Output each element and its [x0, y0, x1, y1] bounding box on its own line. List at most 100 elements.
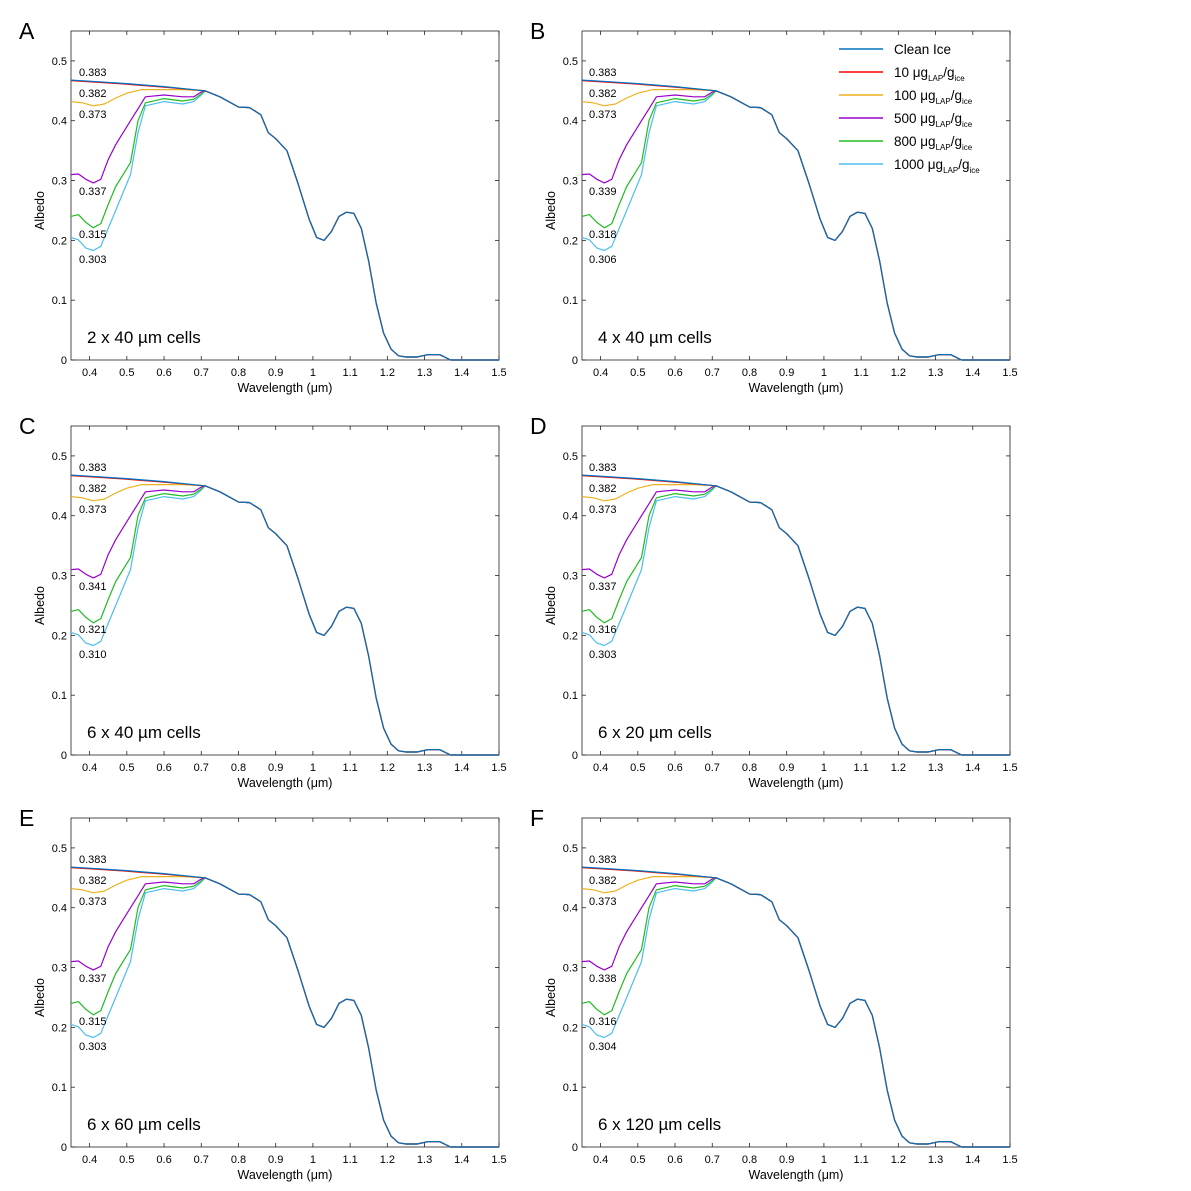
x-tick-label: 0.4 — [82, 367, 97, 379]
y-tick-label: 0.5 — [563, 451, 578, 463]
plot-area — [70, 425, 500, 756]
x-tick-label: 0.4 — [593, 1154, 608, 1166]
x-tick-label: 1.1 — [853, 1154, 868, 1166]
x-axis-label: Wavelength (μm) — [749, 1168, 844, 1182]
value-label: 0.318 — [589, 229, 617, 241]
x-tick-label: 0.9 — [779, 367, 794, 379]
x-tick-label: 0.6 — [667, 1154, 682, 1166]
panel-caption: 2 x 40 µm cells — [87, 328, 201, 347]
x-tick-label: 0.6 — [667, 367, 682, 379]
value-label: 0.303 — [589, 649, 617, 661]
x-axis-label: Wavelength (μm) — [238, 381, 333, 395]
value-label: 0.373 — [79, 504, 107, 516]
panel-letter: B — [530, 18, 545, 44]
value-label: 0.382 — [79, 875, 107, 887]
y-tick-label: 0.2 — [52, 630, 67, 642]
panel-a: A 0.4 0.5 0.6 0.7 0.8 0.9 1 1.1 1.2 1.3 1.4 1.5 0 0.1 0… — [19, 18, 507, 395]
legend-main: 800 μg — [894, 134, 936, 149]
legend-sub: LAP — [943, 166, 958, 175]
value-label: 0.383 — [589, 854, 617, 866]
value-label: 0.337 — [79, 973, 107, 985]
y-tick-label: 0.4 — [52, 903, 67, 915]
y-tick-label: 0.2 — [563, 630, 578, 642]
x-tick-label: 0.8 — [231, 367, 246, 379]
y-axis-label: Albedo — [544, 191, 558, 230]
x-axis-label: Wavelength (μm) — [238, 1168, 333, 1182]
value-label: 0.373 — [589, 504, 617, 516]
y-tick-label: 0 — [572, 750, 578, 762]
value-label: 0.310 — [79, 649, 107, 661]
series-line-0 — [70, 866, 499, 1148]
legend-main: 100 μg — [894, 88, 936, 103]
legend-sub: LAP — [936, 120, 951, 129]
panel-letter: F — [530, 805, 544, 831]
x-tick-label: 1.2 — [891, 762, 906, 774]
x-tick-label: 0.9 — [779, 1154, 794, 1166]
legend-entry-3: 500 μgLAP/gice — [894, 111, 973, 129]
y-tick-label: 0 — [61, 1142, 67, 1154]
legend-main: 500 μg — [894, 111, 936, 126]
x-tick-label: 0.4 — [82, 762, 97, 774]
y-tick-label: 0.2 — [563, 235, 578, 247]
x-tick-label: 1.3 — [928, 762, 943, 774]
value-label: 0.373 — [589, 896, 617, 908]
legend-sub: LAP — [928, 74, 943, 83]
y-tick-label: 0.4 — [563, 116, 578, 128]
x-tick-label: 1 — [310, 762, 316, 774]
x-tick-label: 0.6 — [156, 762, 171, 774]
x-tick-label: 0.5 — [630, 1154, 645, 1166]
y-tick-label: 0.2 — [52, 235, 67, 247]
legend-mid: /g — [958, 157, 969, 172]
x-tick-label: 0.4 — [593, 367, 608, 379]
x-tick-label: 0.7 — [194, 1154, 209, 1166]
panel-f: F 0.4 0.5 0.6 0.7 0.8 0.9 1 1.1 1.2 1.3 1.4 1.5 0 0.1 0… — [530, 805, 1018, 1182]
x-tick-label: 0.7 — [705, 762, 720, 774]
x-tick-label: 0.4 — [593, 762, 608, 774]
legend-entry-0: Clean Ice — [894, 42, 951, 57]
x-tick-label: 1.4 — [454, 762, 469, 774]
x-tick-label: 0.7 — [194, 762, 209, 774]
value-label: 0.382 — [589, 88, 617, 100]
x-tick-label: 1 — [821, 367, 827, 379]
x-tick-label: 1.2 — [380, 1154, 395, 1166]
panel-letter: C — [19, 413, 36, 439]
legend-mid: /g — [951, 111, 962, 126]
x-tick-label: 0.7 — [705, 1154, 720, 1166]
x-tick-label: 0.7 — [705, 367, 720, 379]
y-tick-label: 0.3 — [52, 571, 67, 583]
x-tick-label: 0.6 — [667, 762, 682, 774]
value-label: 0.383 — [79, 67, 107, 79]
y-tick-label: 0.2 — [563, 1022, 578, 1034]
x-tick-label: 1 — [310, 367, 316, 379]
y-tick-label: 0.1 — [563, 690, 578, 702]
legend-sub: ice — [969, 166, 980, 175]
x-tick-label: 1.1 — [853, 367, 868, 379]
x-tick-label: 0.9 — [268, 1154, 283, 1166]
panel-caption: 6 x 40 µm cells — [87, 723, 201, 742]
y-tick-label: 0.2 — [52, 1022, 67, 1034]
x-tick-label: 1.1 — [342, 762, 357, 774]
legend-sub: ice — [962, 97, 973, 106]
value-label: 0.316 — [589, 624, 617, 636]
plot-area — [581, 817, 1011, 1148]
legend-main: 10 μg — [894, 65, 928, 80]
legend-entry-5: 1000 μgLAP/gice — [894, 157, 980, 175]
y-tick-label: 0.3 — [52, 176, 67, 188]
plot-area — [581, 425, 1011, 756]
series-line-0 — [581, 79, 1010, 361]
x-tick-label: 0.8 — [231, 762, 246, 774]
x-tick-label: 0.5 — [630, 367, 645, 379]
x-tick-label: 0.9 — [779, 762, 794, 774]
x-tick-label: 1.1 — [853, 762, 868, 774]
legend-entry-2: 100 μgLAP/gice — [894, 88, 973, 106]
panel-c: C 0.4 0.5 0.6 0.7 0.8 0.9 1 1.1 1.2 1.3 1.4 1.5 0 0.1 0… — [19, 413, 507, 790]
y-tick-label: 0.3 — [563, 963, 578, 975]
y-tick-label: 0.4 — [52, 511, 67, 523]
value-label: 0.373 — [79, 896, 107, 908]
value-label: 0.337 — [79, 186, 107, 198]
value-label: 0.341 — [79, 581, 107, 593]
y-tick-label: 0.5 — [563, 56, 578, 68]
y-axis-label: Albedo — [33, 978, 47, 1017]
series-line-0 — [581, 866, 1010, 1148]
y-tick-label: 0.3 — [563, 571, 578, 583]
